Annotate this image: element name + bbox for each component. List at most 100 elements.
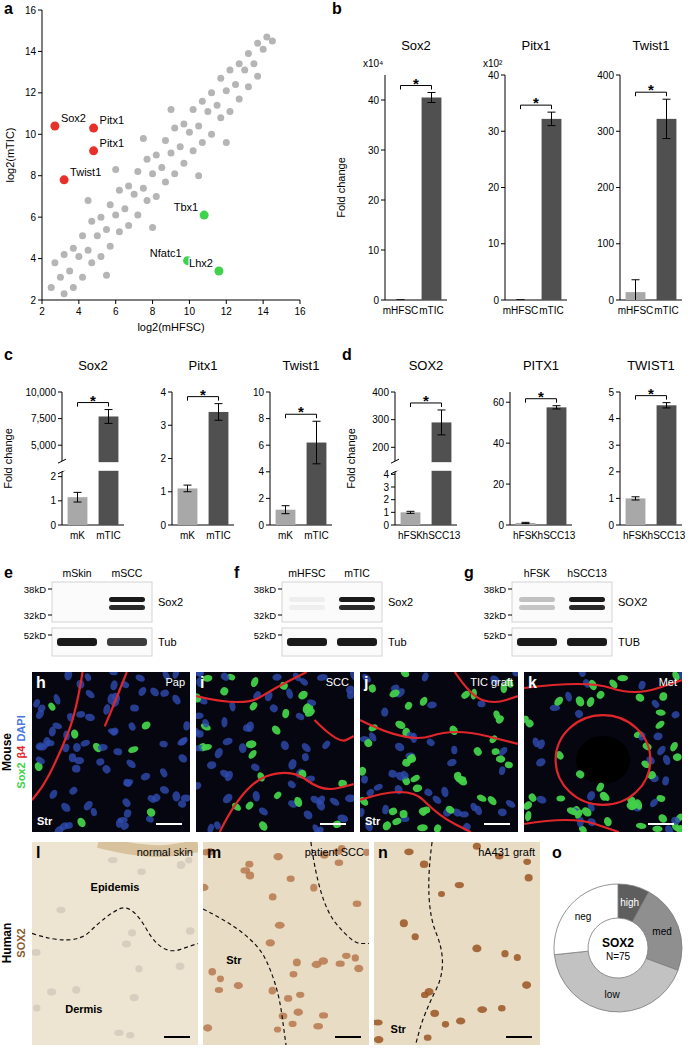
blot-membrane bbox=[512, 582, 612, 622]
dapi-nucleus bbox=[460, 811, 469, 817]
bar bbox=[657, 119, 677, 300]
point bbox=[254, 73, 261, 80]
nucleus bbox=[289, 1021, 297, 1027]
dapi-nucleus bbox=[421, 672, 430, 682]
point bbox=[134, 212, 141, 219]
sox2-nucleus bbox=[140, 720, 152, 732]
nucleus bbox=[128, 929, 136, 936]
point bbox=[79, 274, 86, 281]
plot-area bbox=[48, 33, 276, 297]
dapi-nucleus bbox=[98, 744, 108, 751]
dapi-nucleus bbox=[83, 672, 92, 682]
nucleus bbox=[32, 949, 41, 956]
bar-chart: 010203040mHFSCmTIC*Sox2x10⁴Fold change bbox=[335, 38, 447, 316]
category-label: mTIC bbox=[539, 305, 563, 316]
micrograph bbox=[32, 842, 198, 1045]
y-tick bbox=[58, 418, 62, 419]
error-line bbox=[666, 403, 667, 408]
sox2-nucleus bbox=[675, 824, 682, 832]
sox2-nucleus bbox=[297, 689, 310, 701]
bar bbox=[401, 512, 421, 525]
y-tick-label: 10,000 bbox=[25, 387, 56, 398]
plot-area bbox=[391, 93, 442, 301]
nucleus bbox=[135, 965, 142, 972]
error-bar bbox=[428, 93, 436, 103]
error-bar bbox=[522, 522, 530, 523]
y-tick-label: 30 bbox=[368, 145, 380, 156]
error-cap bbox=[282, 513, 290, 514]
error-bar bbox=[663, 99, 671, 138]
band bbox=[517, 638, 557, 646]
error-cap bbox=[553, 405, 561, 406]
boundary bbox=[32, 908, 198, 951]
dapi-nucleus bbox=[52, 693, 62, 705]
micrograph bbox=[374, 842, 540, 1045]
error-bar bbox=[74, 492, 82, 502]
point bbox=[269, 38, 276, 45]
error-line bbox=[431, 93, 432, 103]
y-tick-label: 4 bbox=[383, 469, 389, 480]
point bbox=[116, 228, 123, 235]
error-bar bbox=[517, 299, 525, 300]
point bbox=[232, 81, 239, 88]
point bbox=[134, 168, 141, 175]
point bbox=[162, 178, 169, 185]
error-cap bbox=[313, 463, 321, 464]
point bbox=[195, 123, 202, 130]
sox2-nucleus bbox=[634, 692, 646, 703]
y-tick-label: 10 bbox=[368, 245, 380, 256]
sox2-nucleus bbox=[245, 740, 257, 749]
dapi-nucleus bbox=[469, 802, 478, 812]
micrograph-label: patient SCC bbox=[305, 846, 364, 858]
marker-tick bbox=[508, 589, 512, 590]
error-bar bbox=[105, 410, 113, 424]
sox2-nucleus bbox=[412, 784, 423, 793]
dapi-nucleus bbox=[172, 791, 180, 802]
dapi-nucleus bbox=[69, 753, 76, 762]
point bbox=[180, 160, 187, 167]
dapi-nucleus bbox=[535, 794, 547, 805]
band bbox=[57, 638, 97, 646]
basement-membrane bbox=[315, 720, 355, 741]
nucleus bbox=[203, 884, 209, 891]
dapi-nucleus bbox=[183, 721, 190, 731]
y-tick-label: 16 bbox=[25, 5, 37, 16]
dapi-nucleus bbox=[497, 808, 507, 817]
nucleus bbox=[293, 959, 301, 967]
nucleus bbox=[313, 1023, 323, 1029]
protein-label: Sox2 bbox=[388, 596, 413, 608]
row-label: Mouse bbox=[0, 733, 14, 771]
dapi-nucleus bbox=[95, 757, 105, 766]
point bbox=[162, 137, 169, 144]
micrograph-bg bbox=[360, 672, 518, 832]
point bbox=[250, 60, 257, 67]
figure: 246810121416246810121416log2(mHFSC)log2(… bbox=[0, 0, 689, 1050]
y-tick-label: 2 bbox=[608, 466, 614, 477]
sox2-nucleus bbox=[657, 812, 669, 824]
point bbox=[70, 245, 77, 252]
bar-chart: 0246810mKmTIC*Twist1 bbox=[253, 358, 332, 541]
point bbox=[226, 67, 233, 74]
highlight-point bbox=[60, 175, 69, 184]
y-tick-label: 5,000 bbox=[31, 440, 56, 451]
sox2-nucleus bbox=[388, 806, 399, 816]
dapi-nucleus bbox=[80, 739, 91, 748]
dapi-nucleus bbox=[207, 761, 217, 770]
nucleus bbox=[33, 1004, 40, 1011]
nucleus bbox=[318, 957, 328, 965]
dapi-nucleus bbox=[72, 765, 81, 773]
x-tick bbox=[263, 300, 264, 304]
error-cap bbox=[517, 299, 525, 300]
error-cap bbox=[522, 523, 530, 524]
basement-membrane bbox=[220, 773, 354, 832]
error-cap bbox=[184, 491, 192, 492]
dapi-nucleus bbox=[137, 685, 148, 697]
micrograph-bg bbox=[203, 842, 369, 1045]
dapi-nucleus bbox=[423, 787, 434, 797]
dapi-nucleus bbox=[531, 737, 540, 749]
highlight-point bbox=[214, 267, 223, 276]
basement-membrane bbox=[455, 672, 518, 702]
dapi-nucleus bbox=[321, 739, 332, 750]
marker-label: 32kD bbox=[24, 610, 46, 621]
point bbox=[168, 106, 175, 113]
